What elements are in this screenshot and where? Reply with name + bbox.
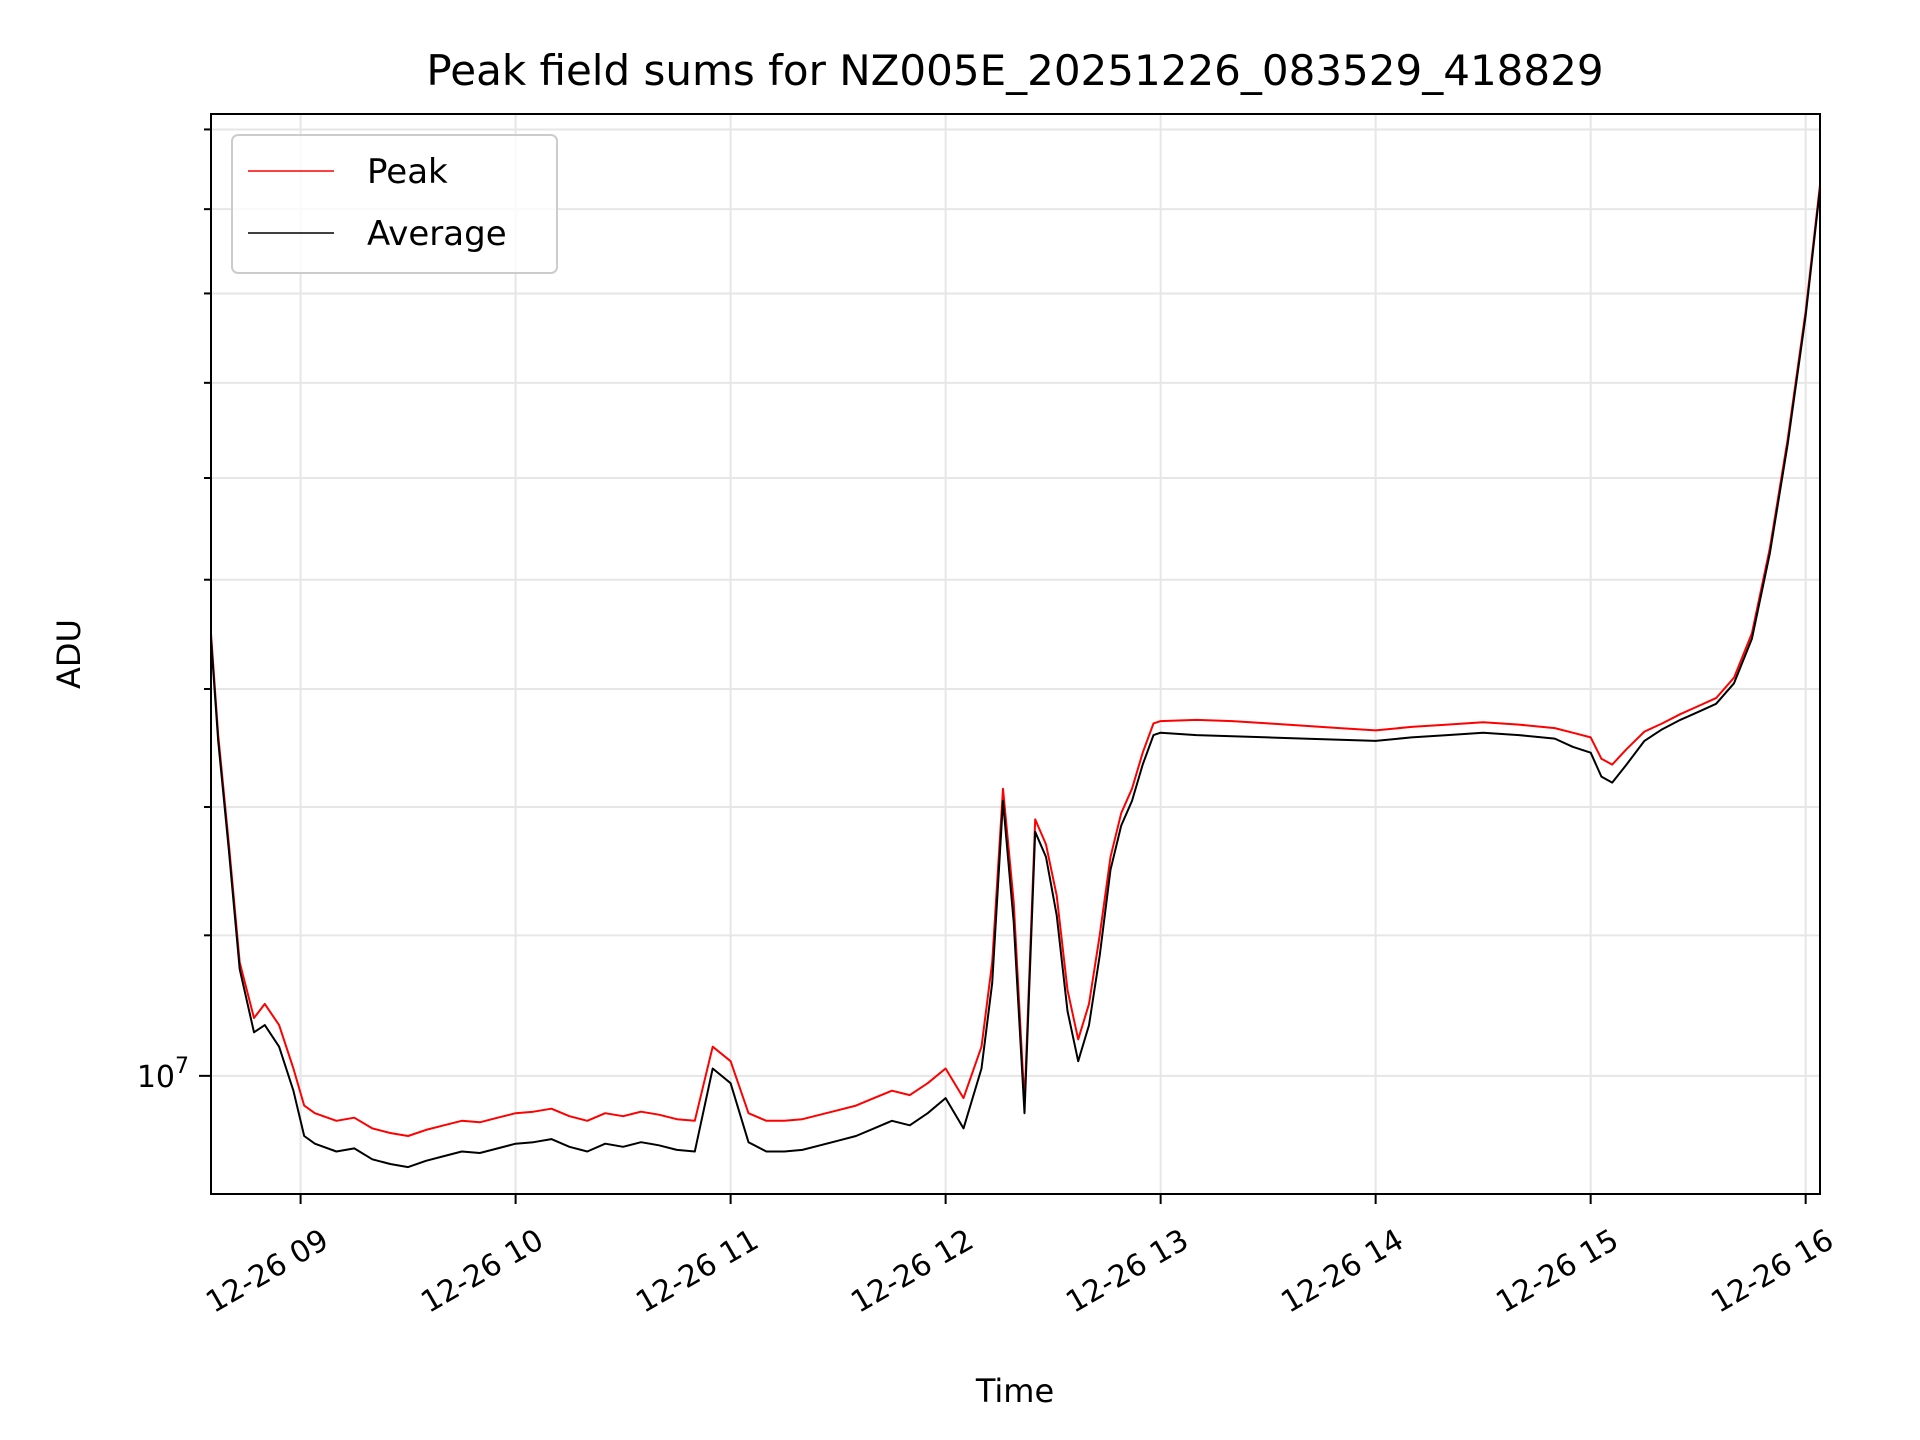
series-line-peak <box>210 184 1821 1137</box>
y-tick-label-exponent: 7 <box>175 1054 189 1079</box>
series-line-average <box>210 188 1821 1169</box>
legend-box <box>231 134 558 274</box>
y-tick-label-base: 10 <box>137 1060 175 1095</box>
y-tick-label: 107 <box>137 1054 189 1095</box>
legend-label-average: Average <box>367 214 507 254</box>
legend-label-peak: Peak <box>367 152 448 192</box>
y-axis-label: ADU <box>50 619 88 689</box>
plot-area-frame <box>210 113 1821 1195</box>
legend: Peak Average <box>231 134 558 274</box>
series-layer <box>210 184 1821 1169</box>
chart-title: Peak field sums for NZ005E_20251226_0835… <box>426 46 1603 95</box>
x-axis-label: Time <box>975 1372 1054 1410</box>
